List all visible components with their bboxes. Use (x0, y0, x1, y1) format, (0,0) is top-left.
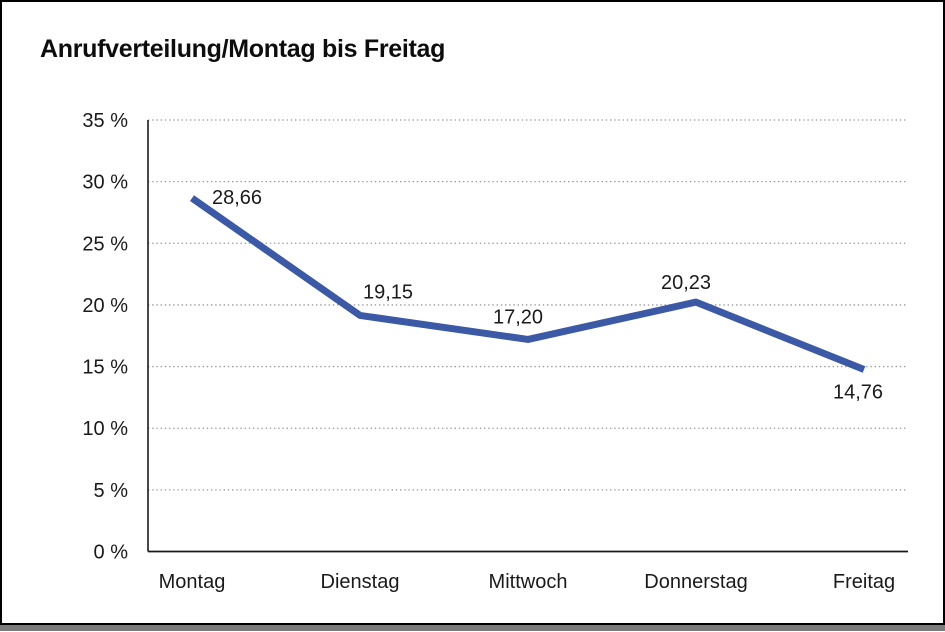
data-point-label: 14,76 (833, 382, 883, 404)
y-tick-label: 30 % (82, 172, 128, 194)
y-tick-label: 35 % (82, 110, 128, 132)
y-tick-label: 25 % (82, 233, 128, 255)
x-axis-label: Donnerstag (644, 571, 747, 593)
x-axis-label: Montag (159, 571, 226, 593)
y-tick-label: 20 % (82, 295, 128, 317)
data-series-line (189, 195, 866, 373)
data-point-label: 17,20 (493, 306, 543, 328)
data-point-label: 28,66 (212, 187, 262, 209)
data-point-label: 19,15 (363, 281, 413, 303)
x-axis-label: Mittwoch (489, 571, 568, 593)
x-axis-label: Dienstag (321, 571, 400, 593)
y-tick-label: 10 % (82, 418, 128, 440)
x-axis-label: Freitag (833, 571, 895, 593)
data-point-label: 20,23 (661, 272, 711, 294)
y-tick-label: 5 % (94, 480, 129, 502)
y-tick-label: 0 % (94, 542, 129, 564)
y-tick-label: 15 % (82, 357, 128, 379)
chart-title: Anrufverteilung/Montag bis Freitag (40, 35, 446, 63)
frame-shadow-bar (0, 625, 945, 631)
